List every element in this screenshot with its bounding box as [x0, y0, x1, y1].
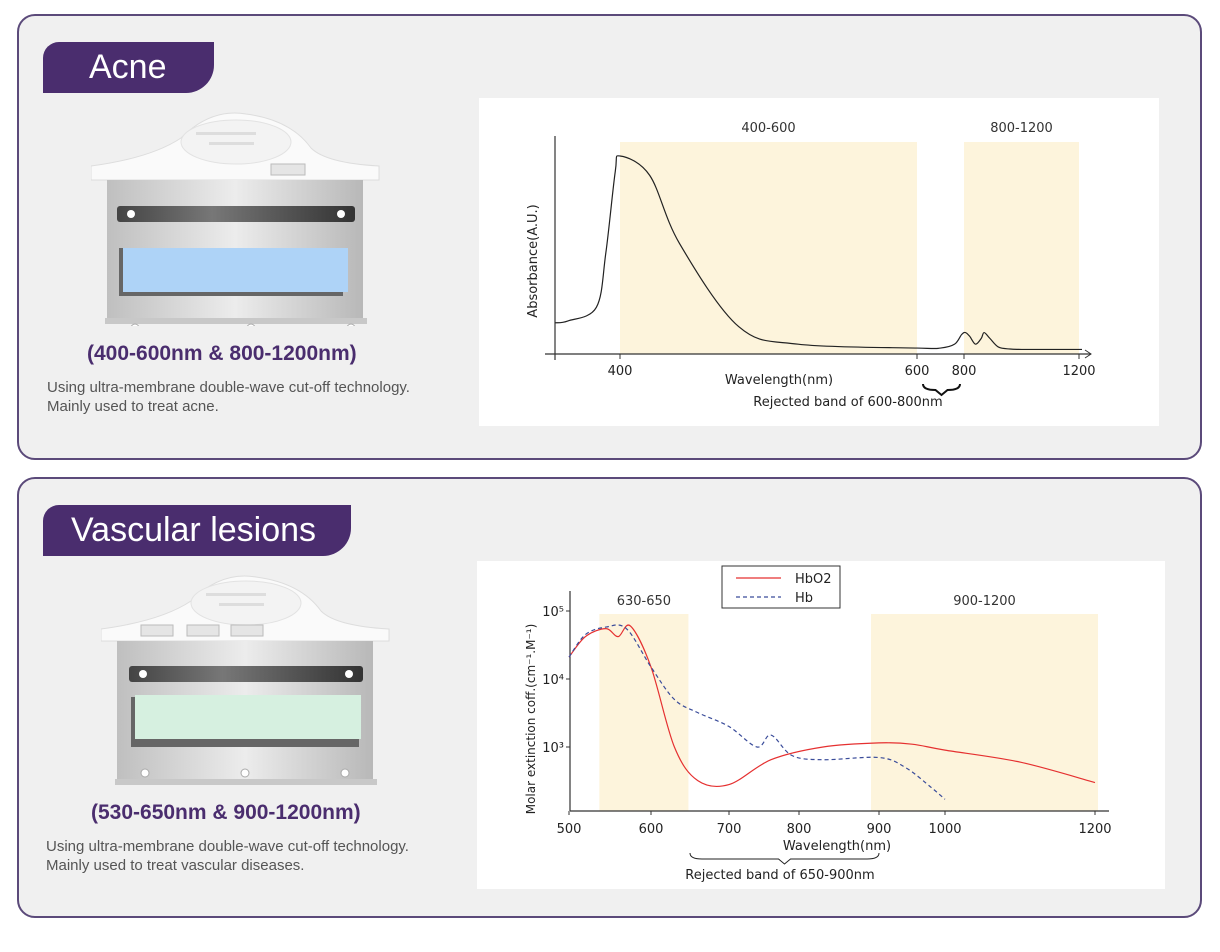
legend-label: Hb: [795, 591, 813, 606]
section-title: Vascular lesions: [43, 505, 351, 556]
band-1: [871, 614, 1098, 811]
x-tick-label: 500: [557, 822, 582, 837]
legend: [721, 565, 841, 609]
x-tick-label: 1200: [1078, 822, 1111, 837]
legend-label: HbO2: [795, 572, 832, 587]
x-tick-label: 600: [905, 364, 930, 379]
description-line-1: Using ultra-membrane double-wave cut-off…: [46, 838, 409, 855]
filter-window: [123, 248, 348, 292]
description-line-1: Using ultra-membrane double-wave cut-off…: [47, 379, 410, 396]
x-tick-label: 1000: [928, 822, 961, 837]
band-label-1: 900-1200: [953, 594, 1016, 609]
filter-window: [135, 695, 361, 739]
y-tick-label: 10⁵: [542, 605, 564, 620]
absorbance-chart-svg: 400-600 800-1200 400 600 800 1200 Wavelength(n…: [526, 121, 1096, 410]
x-tick-label: 800: [952, 364, 977, 379]
device-illustration: [91, 112, 380, 326]
band-label-0: 630-650: [617, 594, 671, 609]
x-tick-label: 900: [867, 822, 892, 837]
y-axis-label: Molar extinction coff.(cm⁻¹.M⁻¹): [524, 624, 538, 815]
x-axis-arrow: [1084, 349, 1092, 359]
x-tick-label: 400: [608, 364, 633, 379]
x-tick-label: 700: [717, 822, 742, 837]
wavelength-range: (400-600nm & 800-1200nm): [87, 342, 357, 365]
x-tick-label: 600: [639, 822, 664, 837]
extinction-chart: 630-650 900-1200 10⁵ 10⁴ 10³ 500 600 700 800 900 1…: [477, 561, 1165, 889]
series-hbo2-line: [568, 624, 1096, 788]
absorbance-curve: [554, 155, 1082, 351]
absorbance-chart: 400-600 800-1200 400 600 800 1200 Wavelength(n…: [479, 98, 1159, 426]
band-0: [620, 142, 917, 354]
band-0: [599, 614, 689, 811]
rejected-band-label: Rejected band of 650-900nm: [685, 868, 874, 883]
y-axis-label: Absorbance(A.U.): [526, 204, 541, 317]
extinction-chart-svg: 630-650 900-1200 10⁵ 10⁴ 10³ 500 600 700 800 900 1…: [524, 565, 1112, 883]
device-illustration: [101, 575, 390, 785]
x-axis-label: Wavelength(nm): [783, 839, 891, 854]
x-axis-label: Wavelength(nm): [725, 373, 833, 388]
x-tick-label: 800: [787, 822, 812, 837]
rejected-brace: [689, 852, 880, 865]
description-line-2: Mainly used to treat vascular diseases.: [46, 857, 305, 874]
rejected-band-label: Rejected band of 600-800nm: [753, 395, 942, 410]
description: Using ultra-membrane double-wave cut-off…: [46, 837, 466, 875]
band-1: [964, 142, 1079, 354]
acne-panel: Acne (400-600nm & 800-1200nm) Using ultr…: [17, 14, 1202, 460]
vascular-panel: Vascular lesions (530-650nm & 900-1200nm…: [17, 477, 1202, 918]
description-line-2: Mainly used to treat acne.: [47, 398, 219, 415]
wavelength-range: (530-650nm & 900-1200nm): [91, 801, 361, 824]
band-label-1: 800-1200: [990, 121, 1053, 136]
y-tick-label: 10⁴: [542, 673, 564, 688]
y-tick-label: 10³: [542, 741, 564, 756]
band-label-0: 400-600: [741, 121, 795, 136]
x-tick-label: 1200: [1062, 364, 1095, 379]
description: Using ultra-membrane double-wave cut-off…: [47, 378, 467, 416]
rejected-brace: [922, 383, 961, 397]
section-title: Acne: [43, 42, 214, 93]
